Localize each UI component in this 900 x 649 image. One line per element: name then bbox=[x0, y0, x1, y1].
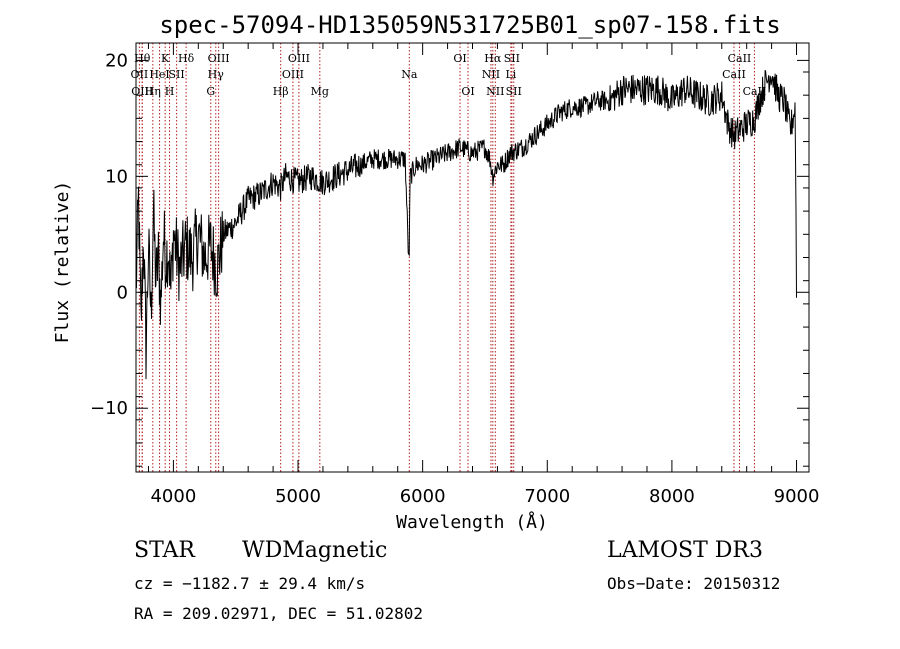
x-tick-label: 6000 bbox=[400, 486, 446, 507]
spectral-line-label: CaII bbox=[722, 68, 746, 81]
spectral-line-label: Hθ bbox=[134, 52, 151, 65]
object-subclass: WDMagnetic bbox=[242, 538, 388, 563]
spectral-line-label: Li bbox=[505, 68, 516, 81]
spectral-line-label: Hα bbox=[484, 52, 502, 65]
observation-date: Obs−Date: 20150312 bbox=[607, 574, 781, 593]
spectral-line-label: OIII bbox=[282, 68, 304, 81]
object-class: STAR bbox=[134, 538, 195, 563]
sky-coordinates: RA = 209.02971, DEC = 51.02802 bbox=[134, 604, 423, 623]
x-tick-label: 9000 bbox=[774, 486, 820, 507]
spectral-line-label: OIII bbox=[208, 52, 230, 65]
spectral-line-label: OIII bbox=[131, 85, 153, 98]
spectral-line-label: G bbox=[206, 85, 215, 98]
x-axis-label: Wavelength (Å) bbox=[396, 511, 548, 533]
spectral-line-markers bbox=[138, 43, 755, 472]
x-tick-label: 5000 bbox=[275, 486, 321, 507]
y-axis-label: Flux (relative) bbox=[52, 181, 73, 344]
y-tick-label: −10 bbox=[90, 398, 128, 419]
spectral-line-label: OIII bbox=[288, 52, 310, 65]
chart-title: spec-57094-HD135059N531725B01_sp07-158.f… bbox=[159, 11, 780, 39]
x-tick-label: 4000 bbox=[150, 486, 196, 507]
spectral-line-label: Na bbox=[401, 68, 418, 81]
spectral-line-label: NII bbox=[486, 85, 504, 98]
spectral-line-label: CaII bbox=[728, 52, 752, 65]
spectral-line-label: CaII bbox=[743, 85, 767, 98]
spectral-line-label: Hβ bbox=[273, 85, 289, 98]
y-tick-label: 20 bbox=[105, 50, 128, 71]
spectral-line-label: SII bbox=[504, 52, 520, 65]
spectral-line-label: SII bbox=[506, 85, 522, 98]
x-tick-label: 7000 bbox=[524, 486, 570, 507]
spectral-line-label: Mg bbox=[311, 85, 329, 98]
x-tick-label: 8000 bbox=[649, 486, 695, 507]
spectral-line-label: Hδ bbox=[178, 52, 195, 65]
line-labels: OIIHθOIIIHηHeIKHSIIHδGHγOIIIHβOIIIOIIIMg… bbox=[131, 52, 767, 98]
plot-frame bbox=[135, 42, 810, 473]
spectral-line-label: SII bbox=[169, 68, 185, 81]
spectral-line-label: OI bbox=[453, 52, 466, 65]
redshift-velocity: cz = −1182.7 ± 29.4 km/s bbox=[134, 574, 366, 593]
y-tick-label: 10 bbox=[105, 166, 128, 187]
spectral-line-label: Hγ bbox=[208, 68, 225, 81]
spectral-line-label: Hη bbox=[145, 85, 161, 98]
spectral-line-label: K bbox=[161, 52, 170, 65]
spectral-line-label: OI bbox=[461, 85, 474, 98]
spectral-line-label: H bbox=[165, 85, 175, 98]
y-tick-label: 0 bbox=[117, 282, 128, 303]
survey-name: LAMOST DR3 bbox=[607, 538, 763, 563]
spectrum-series-line bbox=[135, 69, 797, 380]
spectral-line-label: HeI bbox=[149, 68, 169, 81]
axis-ticks: 4000 5000 6000 7000 8000 9000 −10 0 10 20 bbox=[90, 43, 819, 507]
spectral-line-label: NII bbox=[482, 68, 500, 81]
spectral-line-label: OII bbox=[131, 68, 149, 81]
